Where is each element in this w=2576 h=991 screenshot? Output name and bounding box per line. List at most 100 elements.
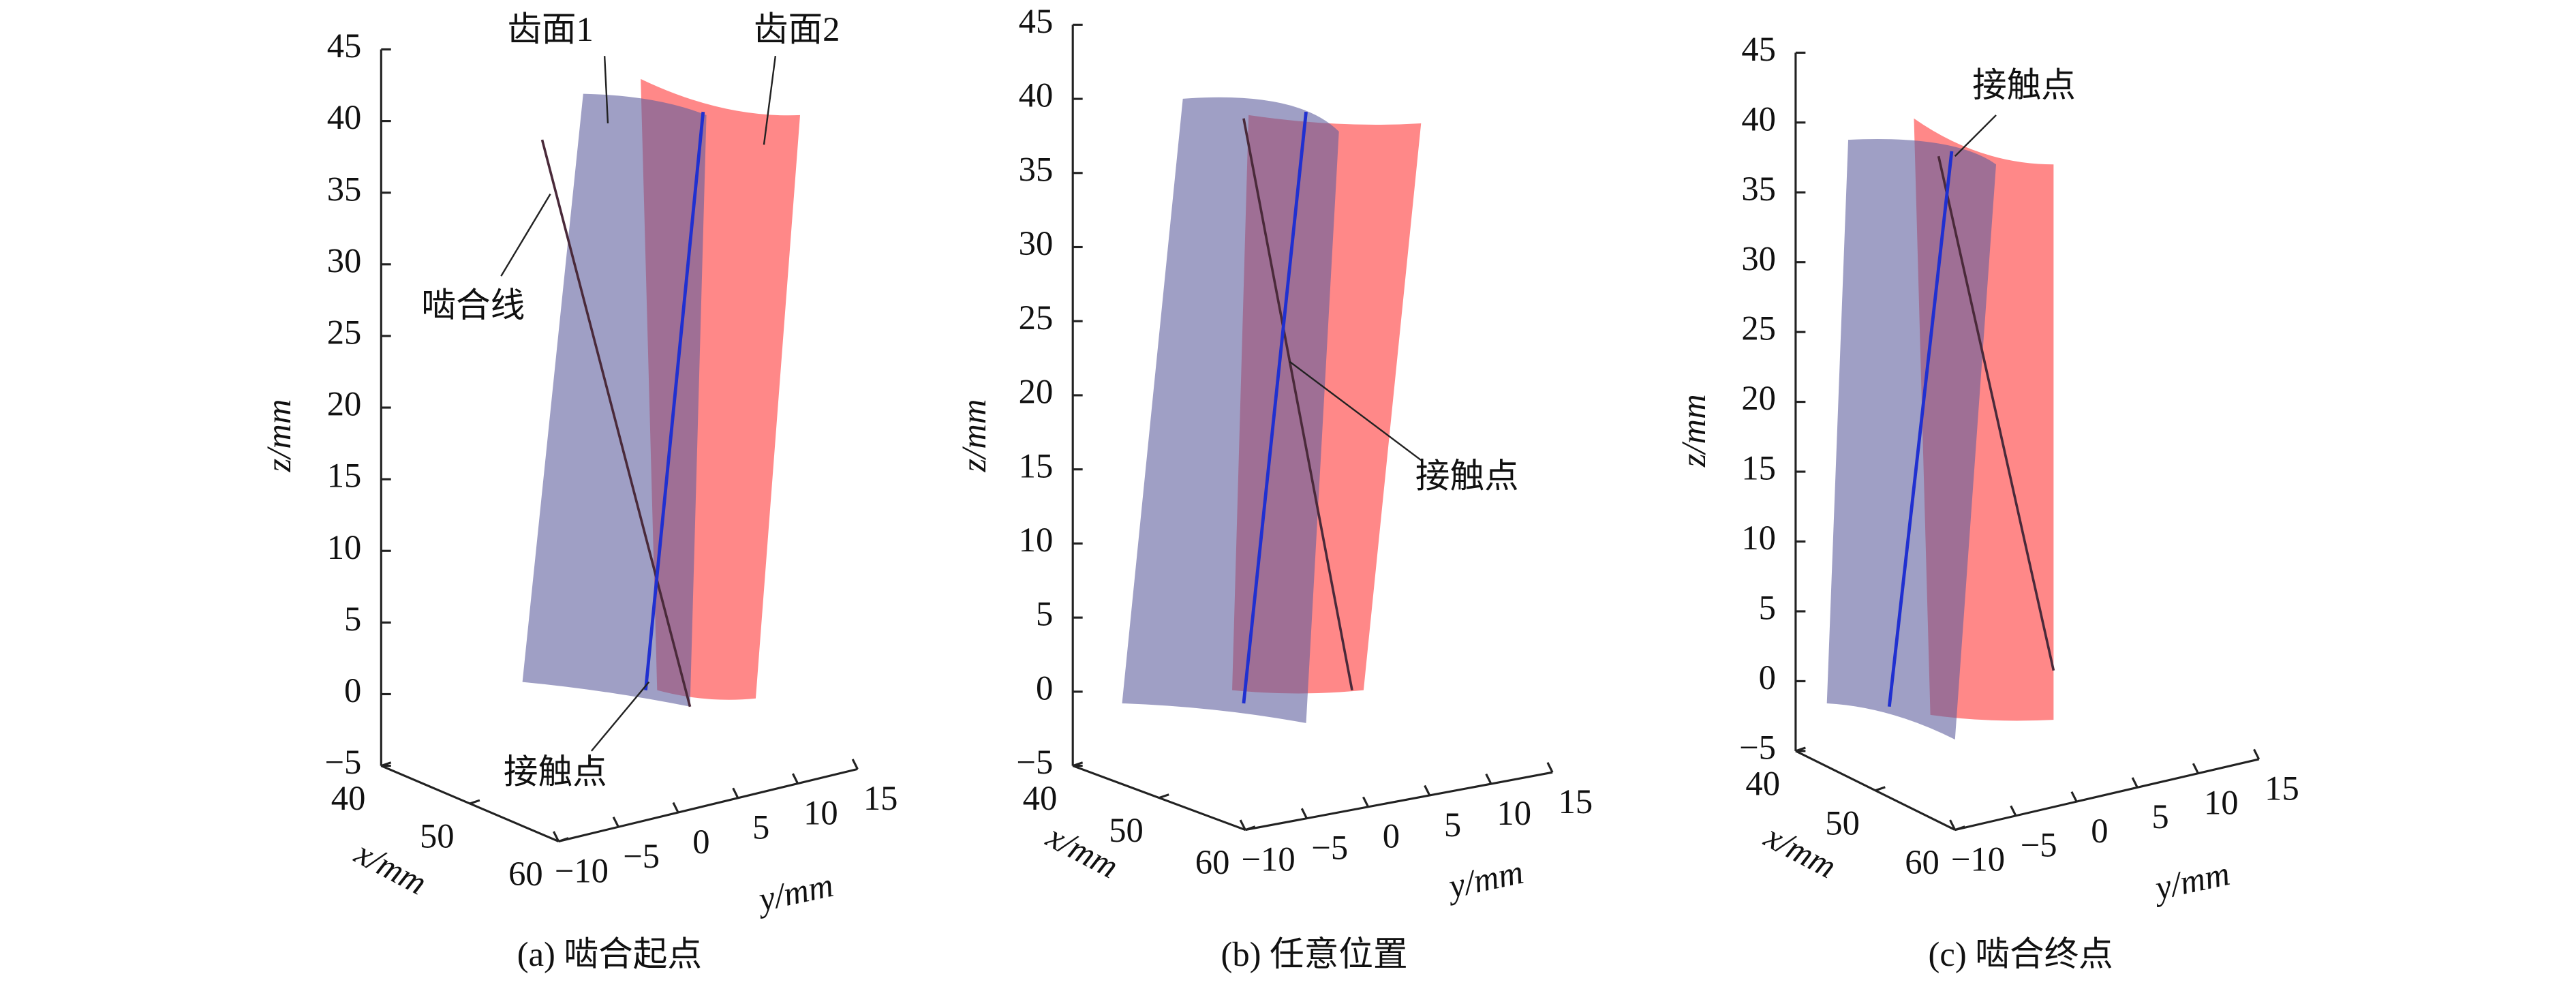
annotation: 齿面2 bbox=[754, 10, 840, 48]
z-tick-label: 35 bbox=[1741, 170, 1776, 208]
z-axis-label: z/mm bbox=[1674, 394, 1713, 468]
x-tick bbox=[1159, 793, 1169, 799]
z-tick-label: 45 bbox=[327, 27, 362, 65]
z-tick-label: 10 bbox=[1019, 521, 1054, 559]
y-tick bbox=[1362, 796, 1370, 808]
z-tick-label: 40 bbox=[327, 98, 362, 136]
annotation-leader bbox=[603, 56, 609, 124]
y-axis bbox=[1245, 771, 1553, 832]
y-tick-label: 5 bbox=[2151, 797, 2168, 836]
y-tick-label: −10 bbox=[1241, 840, 1295, 878]
z-tick-label: 30 bbox=[1019, 224, 1054, 262]
y-tick bbox=[1239, 819, 1246, 831]
y-tick bbox=[732, 787, 739, 799]
y-tick-label: 15 bbox=[2265, 769, 2299, 808]
y-tick bbox=[1546, 762, 1554, 773]
z-tick-label: 25 bbox=[1741, 309, 1776, 348]
y-axis bbox=[1954, 758, 2260, 832]
annotation: 啮合线 bbox=[421, 286, 525, 324]
z-tick-label: 5 bbox=[344, 600, 361, 638]
z-axis-label: z/mm bbox=[260, 399, 298, 473]
y-tick bbox=[2253, 748, 2260, 760]
x-tick-label: 40 bbox=[1023, 779, 1058, 817]
y-tick bbox=[851, 759, 859, 770]
z-tick-label: −5 bbox=[324, 743, 361, 781]
y-tick bbox=[2010, 805, 2017, 817]
meshing-line bbox=[1242, 118, 1353, 691]
z-tick-label: 20 bbox=[1741, 379, 1776, 417]
y-tick-label: −5 bbox=[623, 837, 660, 875]
x-tick-label: 60 bbox=[1195, 843, 1230, 881]
y-tick-label: 5 bbox=[1444, 806, 1461, 844]
y-tick bbox=[1424, 784, 1431, 796]
x-tick bbox=[1795, 746, 1806, 752]
y-tick bbox=[672, 802, 679, 813]
z-tick-label: −5 bbox=[1016, 743, 1053, 781]
z-tick-label: 25 bbox=[1019, 299, 1054, 337]
annotation-leader bbox=[763, 55, 777, 145]
z-tick-label: 15 bbox=[1741, 449, 1776, 487]
panel-c-surfaces bbox=[1826, 118, 2055, 740]
z-tick-label: 15 bbox=[327, 457, 362, 495]
z-tick-label: 10 bbox=[327, 528, 362, 566]
z-tick-label: 30 bbox=[1741, 239, 1776, 277]
x-tick-label: 50 bbox=[420, 817, 455, 855]
y-tick bbox=[1949, 819, 1957, 831]
annotation-leader bbox=[590, 681, 650, 752]
x-tick bbox=[1072, 761, 1084, 767]
annotation: 接触点 bbox=[1415, 457, 1519, 496]
x-tick bbox=[1954, 825, 1965, 832]
panel-b-surfaces bbox=[1122, 97, 1422, 723]
z-tick-label: 30 bbox=[327, 241, 362, 279]
z-axis-label: z/mm bbox=[955, 399, 993, 473]
z-tick-label: 45 bbox=[1741, 30, 1776, 68]
meshing-line bbox=[540, 139, 692, 707]
y-tick-label: −5 bbox=[1311, 829, 1348, 867]
z-tick-label: 25 bbox=[327, 314, 362, 352]
y-tick-label: 10 bbox=[1497, 794, 1531, 832]
y-tick bbox=[2070, 791, 2078, 802]
z-tick-label: 0 bbox=[1759, 658, 1776, 697]
subplot-caption: (a) 啮合起点 bbox=[517, 935, 702, 973]
annotation-leader bbox=[1289, 361, 1422, 461]
y-tick-label: −10 bbox=[1951, 840, 2005, 878]
y-tick-label: 0 bbox=[692, 823, 709, 861]
annotation-leader bbox=[1954, 115, 1997, 157]
y-tick bbox=[2131, 777, 2138, 789]
meshing-line bbox=[1937, 155, 2055, 671]
annotation: 接触点 bbox=[504, 753, 607, 791]
x-tick bbox=[558, 837, 569, 842]
z-tick-label: 40 bbox=[1741, 100, 1776, 138]
tooth-surface-1 bbox=[1826, 139, 1997, 740]
z-tick-label: 0 bbox=[1036, 669, 1053, 707]
z-tick-label: 5 bbox=[1759, 589, 1776, 627]
y-tick bbox=[1485, 773, 1492, 784]
y-tick-label: 5 bbox=[752, 808, 769, 847]
contact-line bbox=[1887, 151, 1954, 707]
z-tick-label: 35 bbox=[1019, 150, 1054, 188]
tooth-surface-1 bbox=[1122, 97, 1339, 723]
y-tick bbox=[792, 773, 799, 784]
x-tick bbox=[1244, 825, 1256, 832]
subplot-caption: (b) 任意位置 bbox=[1221, 935, 1408, 973]
z-tick-label: 10 bbox=[1741, 519, 1776, 557]
contact-line bbox=[644, 111, 705, 690]
z-tick-label: 40 bbox=[1019, 76, 1054, 115]
z-tick-label: 35 bbox=[327, 170, 362, 208]
z-tick-label: 45 bbox=[1019, 2, 1054, 40]
y-tick bbox=[1300, 808, 1308, 819]
y-tick-label: 10 bbox=[803, 793, 838, 832]
z-tick-label: 15 bbox=[1019, 446, 1054, 485]
z-tick-label: 5 bbox=[1036, 595, 1053, 633]
y-tick bbox=[2192, 763, 2199, 774]
y-tick-label: 15 bbox=[1559, 782, 1593, 821]
x-tick-label: 60 bbox=[1905, 843, 1939, 881]
y-tick-label: 0 bbox=[1383, 817, 1400, 855]
x-axis bbox=[1795, 750, 1956, 831]
y-tick-label: 15 bbox=[863, 779, 898, 817]
y-tick-label: −10 bbox=[555, 851, 609, 889]
subplot-caption: (c) 啮合终点 bbox=[1929, 935, 2113, 973]
z-tick-label: 20 bbox=[327, 385, 362, 423]
annotation-leader bbox=[500, 194, 551, 277]
